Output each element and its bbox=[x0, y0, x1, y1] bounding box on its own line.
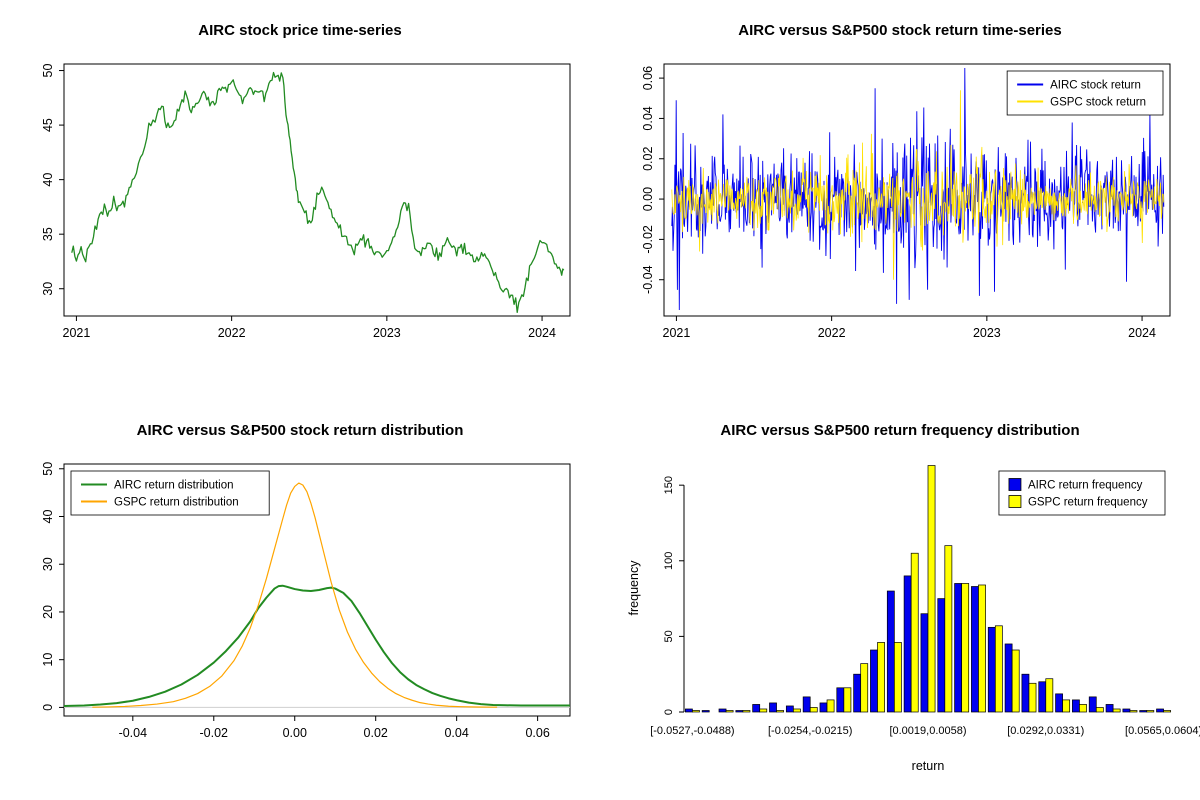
svg-text:-0.04: -0.04 bbox=[641, 265, 655, 294]
svg-text:2023: 2023 bbox=[373, 326, 401, 340]
axes: 2021 2022 2023 2024 -0.04 -0.02 0.00 0.02 0.04 0.… bbox=[641, 63, 1171, 340]
svg-text:0.04: 0.04 bbox=[444, 726, 468, 740]
legend-label: GSPC stock return bbox=[1050, 97, 1146, 109]
axes: [-0.0527,-0.0488) [-0.0254,-0.0215) [0.001… bbox=[627, 476, 1200, 773]
svg-text:10: 10 bbox=[41, 653, 55, 667]
svg-text:0.02: 0.02 bbox=[364, 726, 388, 740]
svg-text:-0.02: -0.02 bbox=[200, 726, 229, 740]
legend-label: GSPC return distribution bbox=[114, 497, 239, 509]
svg-text:0.00: 0.00 bbox=[641, 187, 655, 211]
series-gspc-stock-return bbox=[671, 90, 1165, 280]
legend: AIRC return distribution GSPC return dist… bbox=[70, 470, 270, 516]
return-time-series-chart: 2021 2022 2023 2024 -0.04 -0.02 0.00 0.02 0.04 0.… bbox=[641, 63, 1171, 340]
svg-text:0: 0 bbox=[663, 709, 675, 715]
svg-text:0.06: 0.06 bbox=[641, 66, 655, 90]
x-axis-label: return bbox=[912, 759, 945, 773]
series-airc-return-frequency bbox=[684, 575, 1164, 713]
svg-text:[-0.0527,-0.0488): [-0.0527,-0.0488) bbox=[650, 725, 734, 737]
svg-text:0.00: 0.00 bbox=[283, 726, 307, 740]
svg-text:[0.0565,0.0604): [0.0565,0.0604) bbox=[1125, 725, 1200, 737]
svg-text:[0.0019,0.0058): [0.0019,0.0058) bbox=[889, 725, 966, 737]
svg-text:0.02: 0.02 bbox=[641, 147, 655, 171]
svg-text:30: 30 bbox=[41, 282, 55, 296]
panel-return-frequency: AIRC versus S&P500 return frequency dist… bbox=[600, 400, 1200, 800]
svg-text:-0.04: -0.04 bbox=[119, 726, 148, 740]
y-axis-label: frequency bbox=[627, 560, 641, 616]
series-gspc-return-distribution bbox=[92, 482, 498, 708]
svg-text:[-0.0254,-0.0215): [-0.0254,-0.0215) bbox=[768, 725, 852, 737]
series-airc-price bbox=[71, 71, 565, 313]
svg-text:30: 30 bbox=[41, 557, 55, 571]
svg-text:0.04: 0.04 bbox=[641, 106, 655, 130]
svg-text:40: 40 bbox=[41, 173, 55, 187]
svg-text:[0.0292,0.0331): [0.0292,0.0331) bbox=[1007, 725, 1084, 737]
legend-label: AIRC return frequency bbox=[1028, 480, 1143, 492]
legend-swatch bbox=[1008, 478, 1022, 491]
svg-text:2022: 2022 bbox=[218, 326, 246, 340]
legend: AIRC return frequency GSPC return frequen… bbox=[998, 470, 1166, 516]
plot-frame bbox=[663, 63, 1171, 317]
panel-return-distribution: AIRC versus S&P500 stock return distribu… bbox=[0, 400, 600, 800]
return-frequency-chart: [-0.0527,-0.0488) [-0.0254,-0.0215) [0.001… bbox=[627, 465, 1200, 773]
svg-text:20: 20 bbox=[41, 605, 55, 619]
axes: 2021 2022 2023 2024 30 35 40 45 50 bbox=[41, 63, 571, 340]
density-chart-title: AIRC versus S&P500 stock return distribu… bbox=[136, 422, 464, 439]
legend: AIRC stock return GSPC stock return bbox=[1006, 70, 1164, 116]
svg-text:2022: 2022 bbox=[818, 326, 846, 340]
legend-label: GSPC return frequency bbox=[1028, 497, 1148, 509]
legend-swatch bbox=[1008, 495, 1022, 508]
svg-text:50: 50 bbox=[663, 630, 675, 642]
svg-text:2023: 2023 bbox=[973, 326, 1001, 340]
svg-text:50: 50 bbox=[41, 64, 55, 78]
histogram-chart-title: AIRC versus S&P500 return frequency dist… bbox=[720, 422, 1080, 439]
price-time-series-chart: 2021 2022 2023 2024 30 35 40 45 50 bbox=[41, 63, 571, 340]
panel-return-time-series: AIRC versus S&P500 stock return time-ser… bbox=[600, 0, 1200, 400]
legend-label: AIRC stock return bbox=[1050, 80, 1141, 92]
returns-chart-title: AIRC versus S&P500 stock return time-ser… bbox=[738, 22, 1062, 39]
svg-text:-0.02: -0.02 bbox=[641, 225, 655, 254]
series-airc-return-distribution bbox=[63, 584, 570, 707]
svg-text:2021: 2021 bbox=[663, 326, 691, 340]
price-chart-title: AIRC stock price time-series bbox=[198, 22, 402, 39]
svg-text:2021: 2021 bbox=[63, 326, 91, 340]
svg-text:100: 100 bbox=[663, 552, 675, 570]
svg-text:150: 150 bbox=[663, 476, 675, 494]
return-distribution-chart: -0.04 -0.02 0.00 0.02 0.04 0.06 0 10 20 30 40 50 AIR… bbox=[41, 462, 571, 740]
series-gspc-return-frequency bbox=[692, 465, 1172, 713]
plot-frame bbox=[63, 63, 571, 317]
svg-text:45: 45 bbox=[41, 118, 55, 132]
svg-text:50: 50 bbox=[41, 462, 55, 476]
svg-text:40: 40 bbox=[41, 510, 55, 524]
plot-frame bbox=[63, 463, 571, 717]
svg-text:0.06: 0.06 bbox=[525, 726, 549, 740]
svg-text:35: 35 bbox=[41, 227, 55, 241]
panel-price-time-series: AIRC stock price time-series 2021 2022 202… bbox=[0, 0, 600, 400]
svg-text:0: 0 bbox=[41, 704, 55, 711]
axes: -0.04 -0.02 0.00 0.02 0.04 0.06 0 10 20 30 40 50 bbox=[41, 462, 571, 740]
svg-text:2024: 2024 bbox=[1128, 326, 1156, 340]
legend-label: AIRC return distribution bbox=[114, 480, 234, 492]
svg-text:2024: 2024 bbox=[528, 326, 556, 340]
